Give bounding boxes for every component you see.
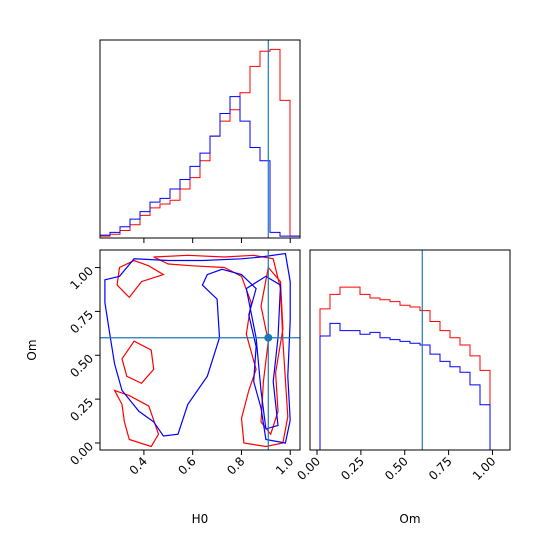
contour-y-tick-label: 1.00 — [67, 264, 96, 293]
hist-om-x-tick-label: 1.00 — [470, 454, 499, 483]
contour-y-tick-label: 0.75 — [67, 308, 96, 337]
panel-contour: 0.4 0.6 0.8 1.0 0.00 0.25 0.50 0.75 1.00 — [67, 249, 301, 478]
hist-om-series-2 — [310, 322, 510, 451]
frame-hist-h0 — [99, 39, 301, 239]
contour-series-1-level-1 — [113, 389, 160, 448]
hist-om-series-1 — [310, 286, 510, 451]
contour-y-tick-label: 0.50 — [67, 351, 96, 380]
hist-om-x-tick-label: 0.75 — [426, 454, 455, 483]
contour-x-tick-label: 0.8 — [224, 454, 247, 477]
contour-series-1-level-3 — [116, 259, 165, 299]
xlabel-h0: H0 — [192, 512, 209, 526]
frame-hist-om — [309, 249, 511, 451]
frame-contour — [99, 249, 301, 451]
contour-x-tick-label: 0.6 — [175, 454, 198, 477]
ylabel-om: Om — [25, 339, 39, 360]
truth-marker — [264, 333, 273, 342]
contour-x-tick-label: 1.0 — [273, 454, 296, 477]
panel-hist-h0 — [99, 39, 301, 243]
contour-y-tick-label: 0.25 — [67, 395, 96, 424]
contour-x-tick-label: 0.4 — [127, 454, 150, 477]
xlabel-om: Om — [399, 512, 420, 526]
hist-om-x-tick-label: 0.00 — [294, 454, 323, 483]
hist-om-x-tick-label: 0.50 — [382, 454, 411, 483]
panel-hist-om: 0.00 0.25 0.50 0.75 1.00 — [294, 249, 511, 483]
contour-series-2-level-1 — [104, 252, 291, 444]
hist-om-x-tick-label: 0.25 — [338, 454, 367, 483]
hist-h0-series-2 — [99, 96, 301, 238]
contour-series-2-level-2 — [245, 275, 282, 430]
contour-series-1-level-2 — [121, 340, 155, 385]
contour-y-tick-label: 0.00 — [67, 439, 96, 468]
contour-series-1-level-5 — [260, 266, 284, 436]
contour-series-1-level-4 — [153, 254, 289, 448]
